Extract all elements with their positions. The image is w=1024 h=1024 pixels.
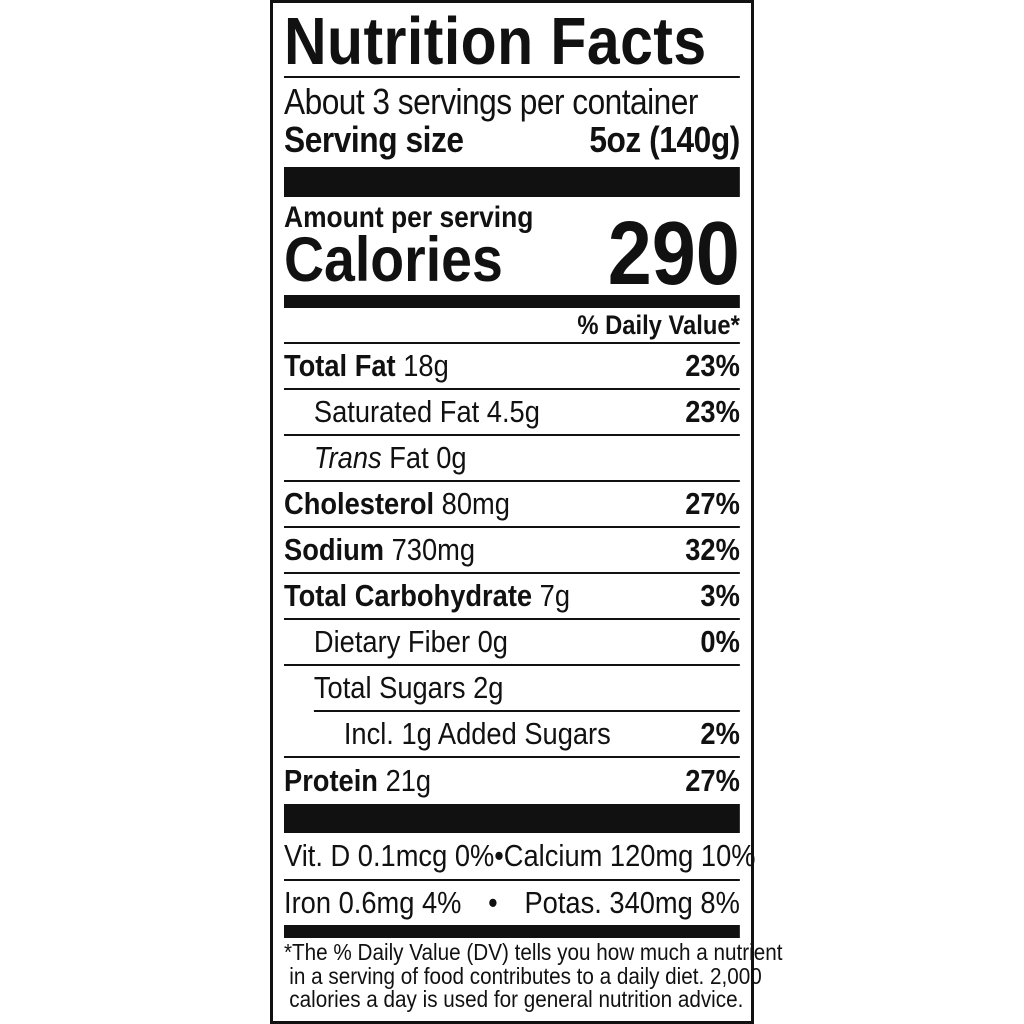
- potassium: Potas. 340mg 8%: [524, 885, 740, 920]
- nutrient-amount: 21g: [385, 763, 432, 798]
- nutrient-dv: 32%: [685, 532, 740, 567]
- nutrient-row-total-carbohydrate: Total Carbohydrate 7g 3%: [284, 574, 740, 620]
- footnote-line: calories a day is used for general nutri…: [289, 986, 744, 1012]
- nutrient-dv: 23%: [685, 348, 740, 383]
- label-content: Nutrition Facts About 3 servings per con…: [284, 3, 783, 1012]
- nutrient-name: Protein: [284, 763, 378, 798]
- calcium: Calcium 120mg 10%: [503, 838, 756, 873]
- nutrient-name-italic: Trans: [313, 440, 382, 475]
- mineral-row: Iron 0.6mg 4% • Potas. 340mg 8%: [284, 881, 740, 925]
- amount-per-serving: Amount per serving: [284, 201, 534, 234]
- daily-value-header: % Daily Value*: [284, 308, 740, 344]
- calories-section: Amount per serving Calories 290: [284, 197, 740, 304]
- nutrient-row-trans-fat: Trans Fat 0g: [284, 436, 740, 482]
- bullet-separator: •: [488, 885, 498, 920]
- nutrient-dv: 0%: [700, 624, 740, 659]
- servings-per-container: About 3 servings per container: [284, 81, 698, 122]
- nutrient-name: Saturated Fat 4.5g: [313, 394, 540, 429]
- nutrient-amount: 18g: [403, 348, 449, 383]
- nutrient-row-saturated-fat: Saturated Fat 4.5g 23%: [284, 390, 740, 436]
- nutrient-row-protein: Protein 21g 27%: [284, 758, 740, 804]
- nutrient-amount: 80mg: [441, 486, 510, 521]
- nutrient-name: Cholesterol: [284, 486, 435, 521]
- bullet-separator: •: [494, 838, 504, 873]
- footnote-line: in a serving of food contributes to a da…: [289, 962, 762, 989]
- nutrient-name: Total Sugars 2g: [313, 670, 504, 705]
- nutrient-dv: 27%: [685, 763, 740, 798]
- nutrient-dv: 23%: [685, 394, 740, 429]
- vitamin-row: Vit. D 0.1mcg 0% • Calcium 120mg 10%: [284, 833, 756, 881]
- nutrient-amount: 730mg: [391, 532, 476, 567]
- nutrient-row-sodium: Sodium 730mg 32%: [284, 528, 740, 574]
- nutrient-dv: 2%: [700, 716, 740, 751]
- nutrient-row-total-sugars: Total Sugars 2g: [284, 666, 740, 710]
- nutrient-name: Fat 0g: [389, 440, 467, 475]
- nutrient-row-cholesterol: Cholesterol 80mg 27%: [284, 482, 740, 528]
- nutrient-name: Incl. 1g Added Sugars: [343, 716, 611, 751]
- nutrient-row-total-fat: Total Fat 18g 23%: [284, 344, 740, 390]
- serving-size-value: 5oz (140g): [589, 119, 740, 160]
- nutrient-name: Dietary Fiber 0g: [313, 624, 508, 659]
- footnote: *The % Daily Value (DV) tells you how mu…: [284, 938, 783, 1012]
- footnote-line: *The % Daily Value (DV) tells you how mu…: [284, 939, 783, 965]
- nutrient-row-dietary-fiber: Dietary Fiber 0g 0%: [284, 620, 740, 666]
- serving-info: About 3 servings per container Serving s…: [284, 78, 740, 167]
- medium-divider: [284, 925, 740, 938]
- thick-divider: [284, 167, 740, 197]
- nutrient-name: Sodium: [284, 532, 385, 567]
- vitamin-d: Vit. D 0.1mcg 0%: [284, 838, 495, 873]
- calories-value: 290: [607, 204, 740, 304]
- thick-divider: [284, 804, 740, 833]
- serving-size-label: Serving size: [284, 119, 464, 160]
- medium-divider: [284, 295, 740, 308]
- serving-size-row: Serving size 5oz (140g): [284, 122, 740, 158]
- divider: [313, 710, 740, 712]
- nutrient-name: Total Carbohydrate: [284, 578, 533, 613]
- calories-label: Calories: [284, 225, 503, 295]
- nutrient-dv: 27%: [685, 486, 740, 521]
- nutrition-facts-label: Nutrition Facts About 3 servings per con…: [270, 0, 783, 1024]
- nutrient-name: Total Fat: [284, 348, 396, 383]
- nutrient-amount: 7g: [539, 578, 571, 613]
- iron: Iron 0.6mg 4%: [284, 885, 462, 920]
- nutrient-dv: 3%: [700, 578, 740, 613]
- nutrient-row-added-sugars: Incl. 1g Added Sugars 2%: [284, 712, 740, 758]
- label-title: Nutrition Facts: [284, 3, 740, 79]
